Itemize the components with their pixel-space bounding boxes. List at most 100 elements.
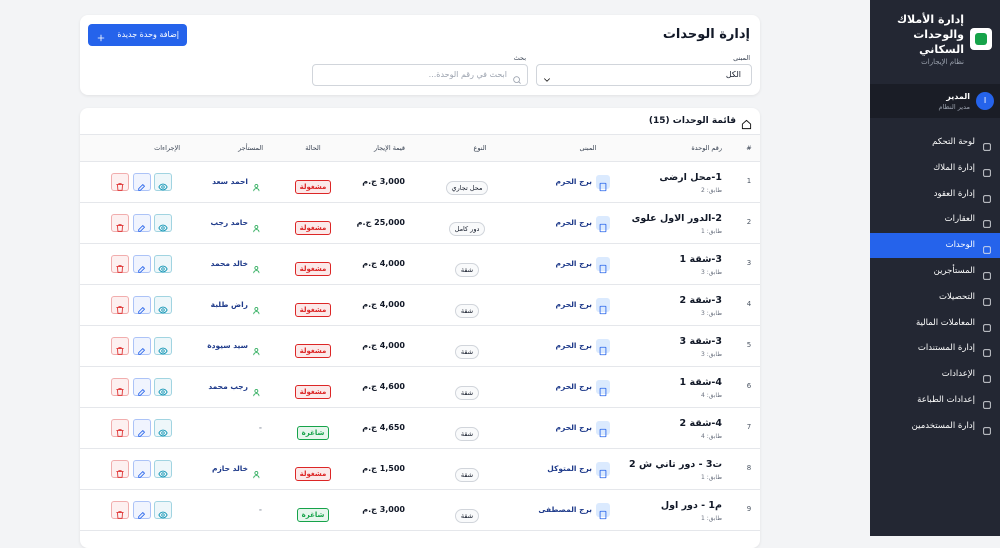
view-button[interactable] [154, 378, 172, 396]
row-index: 5 [746, 341, 752, 349]
row-index: 1 [746, 177, 752, 185]
edit-button[interactable] [133, 296, 151, 314]
tenant-name[interactable]: راض طلبة [210, 300, 248, 309]
type-badge: محل تجاري [445, 181, 489, 195]
delete-button[interactable] [111, 296, 129, 314]
edit-button[interactable] [133, 501, 151, 519]
delete-button[interactable] [111, 419, 129, 437]
unit-number: 4-شقة 2 [679, 418, 722, 429]
view-button[interactable] [154, 296, 172, 314]
tenant-name[interactable]: خالد حازم [211, 464, 248, 473]
tenant-name[interactable]: سيد سيودة [207, 341, 248, 350]
building-name: برج الحرم [555, 218, 592, 227]
column-header: المبنى [579, 144, 597, 152]
view-button[interactable] [154, 337, 172, 355]
tenant-name: - [258, 423, 262, 432]
row-index: 2 [746, 218, 752, 226]
nav-icon [982, 163, 992, 182]
unit-number: 3-شقة 3 [679, 336, 722, 347]
page: إدارة الأملاك والوحدات السكاني نظام الإيج… [80, 0, 1000, 548]
table-row: 6 4-شقة 1 طابق: 4 برج الحرم شقة 4,600 ج.م مشغو… [80, 367, 760, 408]
edit-button[interactable] [133, 460, 151, 478]
edit-button[interactable] [133, 255, 151, 273]
table-row: 1 1-محل ارضى طابق: 2 برج الحرم محل تجاري 3,00… [80, 162, 760, 203]
rent-value: 4,000 ج.م [362, 259, 405, 268]
nav-item[interactable]: إدارة الملاك [870, 156, 1000, 181]
column-header: الإجراءات [154, 144, 180, 152]
delete-button[interactable] [111, 255, 129, 273]
rent-value: 3,000 ج.م [362, 177, 405, 186]
status-badge: مشغولة [294, 303, 332, 317]
view-button[interactable] [154, 419, 172, 437]
nav-item[interactable]: المعاملات المالية [870, 311, 1000, 336]
view-button[interactable] [154, 501, 172, 519]
tenant-icon [253, 464, 262, 483]
nav-icon [982, 240, 992, 259]
tenant-name[interactable]: احمد سعد [212, 177, 248, 186]
delete-button[interactable] [111, 378, 129, 396]
table-row: 5 3-شقة 3 طابق: 3 برج الحرم شقة 4,000 ج.م مشغو… [80, 326, 760, 367]
nav-label: إدارة المستندات [917, 343, 975, 354]
building-select[interactable]: الكل [536, 64, 752, 86]
delete-button[interactable] [111, 501, 129, 519]
delete-button[interactable] [111, 337, 129, 355]
add-button[interactable]: إضافة وحدة جديدة [88, 24, 187, 46]
plus-icon [96, 30, 106, 52]
tenant-name[interactable]: رجب محمد [208, 382, 248, 391]
view-button[interactable] [154, 173, 172, 191]
view-button[interactable] [154, 255, 172, 273]
nav-label: إدارة الملاك [933, 162, 975, 173]
delete-button[interactable] [111, 460, 129, 478]
edit-button[interactable] [133, 419, 151, 437]
nav-item[interactable]: المستأجرين [870, 259, 1000, 284]
select-caret [542, 70, 552, 89]
status-badge: مشغولة [294, 467, 332, 481]
rent-value: 3,000 ج.م [362, 505, 405, 514]
search-label: بحث [513, 54, 526, 62]
table-title: قائمة الوحدات (15) [648, 116, 736, 126]
delete-button[interactable] [111, 214, 129, 232]
nav-icon [982, 292, 992, 311]
table-row: 4 3-شقة 2 طابق: 3 برج الحرم شقة 4,000 ج.م مشغو… [80, 285, 760, 326]
tenant-name[interactable]: خالد محمد [210, 259, 248, 268]
nav-item[interactable]: إدارة المستخدمين [870, 414, 1000, 439]
nav-item[interactable]: لوحة التحكم [870, 130, 1000, 155]
nav-label: المعاملات المالية [915, 317, 975, 328]
edit-button[interactable] [133, 337, 151, 355]
nav-item[interactable]: إدارة العقود [870, 182, 1000, 207]
nav-item[interactable]: إعدادات الطباعة [870, 388, 1000, 413]
edit-button[interactable] [133, 214, 151, 232]
edit-button[interactable] [133, 173, 151, 191]
status-badge: شاغرة [296, 426, 330, 440]
unit-floor: طابق: 1 [700, 474, 722, 481]
nav-label: لوحة التحكم [932, 137, 975, 147]
view-button[interactable] [154, 460, 172, 478]
tenant-name[interactable]: حامد رجب [210, 218, 248, 227]
status-badge: مشغولة [294, 221, 332, 235]
tenant-name: - [258, 505, 262, 514]
nav-item[interactable]: التحصيلات [870, 285, 1000, 310]
unit-number: 3-شقة 2 [679, 295, 722, 306]
building-name: برج الحرم [555, 341, 592, 350]
search-input[interactable]: ابحث في رقم الوحدة... [312, 64, 528, 86]
nav-icon [982, 343, 992, 362]
rent-value: 4,000 ج.م [362, 300, 405, 309]
tenant-icon [253, 341, 262, 360]
building-icon [596, 175, 610, 192]
nav-item[interactable]: الإعدادات [870, 362, 1000, 387]
nav-item[interactable]: العقارات [870, 207, 1000, 232]
nav-icon [982, 421, 992, 440]
nav-label: إدارة العقود [933, 188, 975, 199]
edit-button[interactable] [133, 378, 151, 396]
view-button[interactable] [154, 214, 172, 232]
building-label: المبنى [733, 54, 750, 62]
unit-floor: طابق: 3 [700, 310, 722, 317]
nav-item[interactable]: إدارة المستندات [870, 336, 1000, 361]
building-icon [596, 421, 610, 438]
rent-value: 4,000 ج.م [362, 341, 405, 350]
user-role: مدير النظام [938, 103, 970, 111]
nav-item[interactable]: الوحدات [870, 233, 1000, 259]
table-header-bg [80, 134, 760, 162]
delete-button[interactable] [111, 173, 129, 191]
type-chip: شقة [429, 298, 505, 318]
